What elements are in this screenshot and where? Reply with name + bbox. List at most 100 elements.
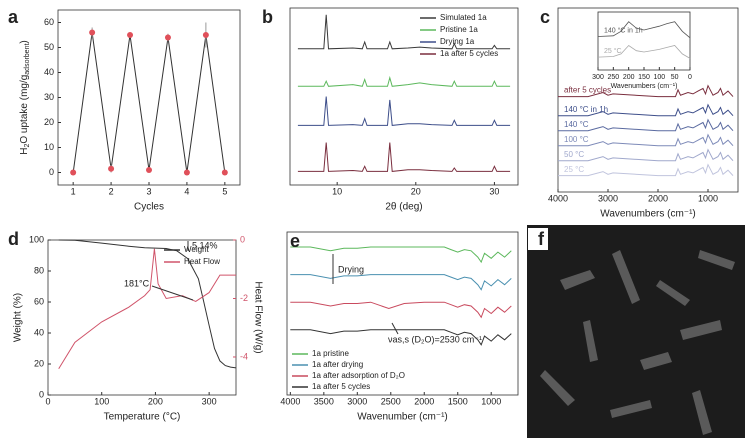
annotation: νas,s (D₂O)=2530 cm⁻¹: [388, 334, 482, 344]
panel-label: b: [262, 7, 273, 27]
x-tick-label: 300: [592, 74, 604, 81]
series-label: 100 °C: [564, 135, 589, 144]
series-label: 140 °C: [564, 120, 589, 129]
x-tick-label: 100: [94, 396, 109, 406]
series-line: [72, 32, 226, 173]
x-tick-label: 20: [411, 186, 421, 196]
y-tick-label: 60: [34, 296, 44, 306]
x-axis-label: Wavenumber (cm⁻¹): [357, 412, 447, 423]
y-tick-label: 20: [34, 358, 44, 368]
sem-crystals: [540, 250, 735, 435]
x-axis-label: Temperature (°C): [104, 412, 181, 423]
series-line: [558, 133, 734, 147]
x-tick-label: 200: [623, 74, 635, 81]
y-tick-label: 40: [34, 327, 44, 337]
x-tick-label: 250: [607, 74, 619, 81]
annotation: Drying: [338, 264, 364, 274]
x-tick-label: 100: [653, 74, 665, 81]
y-axis-label-part: ): [19, 40, 30, 43]
plot-frame: [286, 231, 519, 396]
panel-label: f: [538, 229, 545, 249]
x-tick-label: 300: [202, 396, 217, 406]
y-axis-label-part: O uptake (mg/g: [19, 75, 30, 144]
y2-tick-label: 0: [240, 234, 245, 244]
x-tick-label: 150: [638, 74, 650, 81]
series-line: [558, 84, 734, 98]
series-line: [290, 301, 512, 319]
x-tick-label: 3: [146, 186, 151, 196]
x-tick-label: 4: [184, 186, 189, 196]
y2-tick-label: -2: [240, 293, 248, 303]
panel-label: e: [290, 231, 300, 251]
y-axis-label-part: H: [19, 148, 30, 155]
x-tick-label: 4000: [548, 193, 568, 203]
x-tick-label: 50: [671, 74, 679, 81]
plot-frame: [57, 9, 241, 186]
data-point: [127, 32, 134, 38]
series-line: [558, 118, 734, 132]
y-tick-label: 30: [44, 92, 54, 102]
y-axis-label: H2O uptake (mg/gadsorbent): [19, 40, 31, 155]
legend-label: 1a pristine: [312, 349, 349, 358]
x-tick-label: 2500: [381, 396, 401, 406]
x-tick-label: 2: [109, 186, 114, 196]
data-point: [70, 169, 77, 176]
legend-label: Drying 1a: [440, 37, 475, 46]
plot-frame: [289, 7, 519, 186]
y-tick-label: 80: [34, 265, 44, 275]
y-axis-label-part: 2: [24, 144, 31, 148]
series-label: 50 °C: [564, 150, 584, 159]
sem-image: [527, 225, 745, 438]
data-point: [202, 32, 209, 38]
y-tick-label: 0: [49, 167, 54, 177]
x-tick-label: 1: [71, 186, 76, 196]
panel-label: c: [540, 7, 550, 27]
x-tick-label: 2000: [414, 396, 434, 406]
legend-label: Pristine 1a: [440, 25, 478, 34]
series-line: [297, 96, 511, 126]
plot-frame: [597, 11, 691, 71]
annotation-leader: [391, 322, 399, 335]
series-label: after 5 cycles: [564, 86, 611, 95]
x-tick-label: 1000: [481, 396, 501, 406]
series-line: [290, 329, 512, 346]
plot-frame: [557, 7, 739, 193]
data-point: [146, 167, 152, 173]
series-line: [558, 103, 734, 117]
legend-label: 1a after 5 cycles: [440, 49, 498, 58]
x-axis-label: 2θ (deg): [385, 202, 422, 213]
x-axis-label: Cycles: [134, 202, 164, 213]
y-tick-label: 20: [44, 117, 54, 127]
x-tick-label: 2000: [648, 193, 668, 203]
series-line: [297, 75, 511, 87]
panel-label: a: [8, 7, 19, 27]
x-tick-label: 4000: [280, 396, 300, 406]
y-axis-label: Weight (%): [13, 293, 24, 342]
x-tick-label: 3500: [314, 396, 334, 406]
data-point: [221, 169, 228, 176]
legend-label: 1a after drying: [312, 360, 363, 369]
annotation: 181°C: [124, 278, 150, 288]
x-tick-label: 1000: [698, 193, 718, 203]
series-label: 140 °C in 1h: [604, 26, 643, 34]
x-tick-label: 0: [688, 74, 692, 81]
legend-label: Weight: [184, 245, 210, 254]
series-label: 140 °C in 1h: [564, 105, 608, 114]
y-tick-label: 10: [44, 142, 54, 152]
x-tick-label: 3000: [598, 193, 618, 203]
label-background: [528, 228, 548, 250]
x-tick-label: 0: [45, 396, 50, 406]
series-line: [58, 239, 237, 369]
series-line: [597, 21, 691, 39]
x-axis-label: Wavenumbers (cm⁻¹): [600, 209, 695, 220]
legend-label: 1a after adsorption of D₂O: [312, 371, 405, 380]
x-tick-label: 1500: [448, 396, 468, 406]
y-tick-label: 100: [29, 234, 44, 244]
data-point: [164, 34, 171, 41]
series-label: 25 °C: [604, 47, 622, 55]
x-tick-label: 200: [148, 396, 163, 406]
y2-axis-label: Heat Flow (W/g): [252, 281, 263, 353]
y-tick-label: 0: [39, 389, 44, 399]
panel-label: d: [8, 229, 19, 249]
